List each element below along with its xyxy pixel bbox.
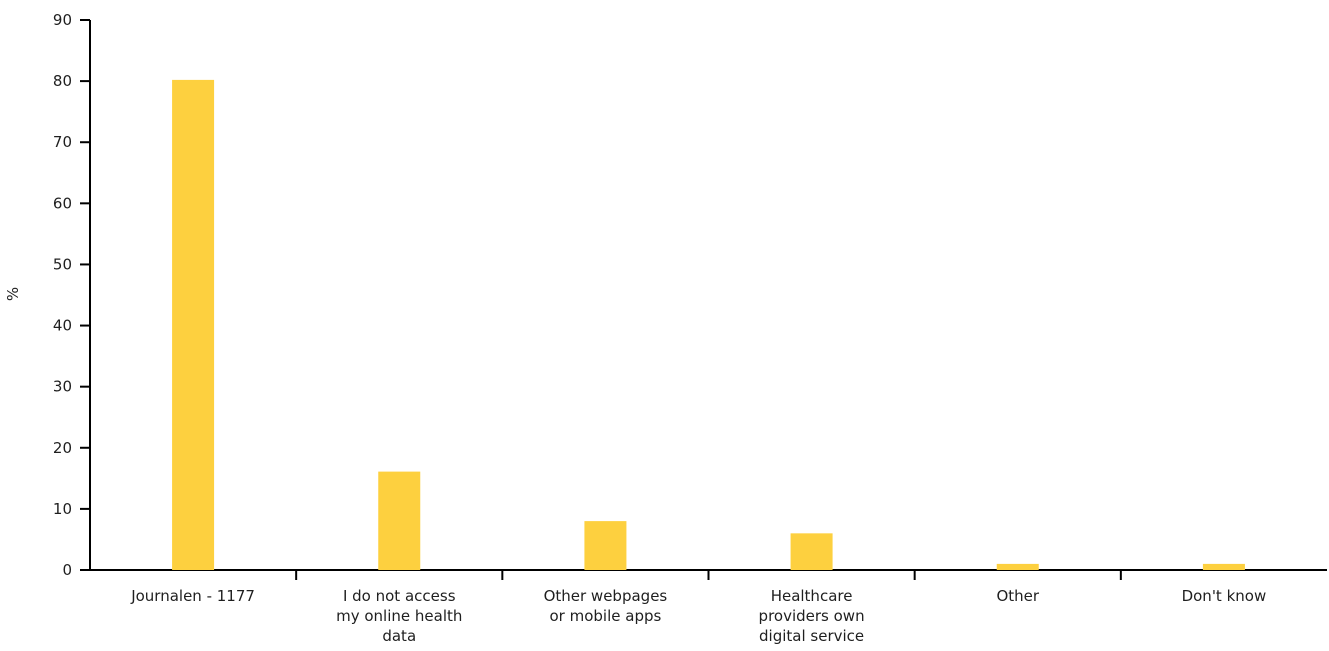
x-tick-label: I do not access my online health data [336,587,462,645]
x-tick-label-line: Other [996,587,1039,605]
y-tick-label: 70 [53,133,72,151]
x-tick-label: Healthcare providers own digital service [759,587,865,645]
bar [584,521,627,570]
bar [996,563,1039,570]
bar [378,471,421,570]
y-tick-label: 0 [62,561,72,579]
x-tick-label-line: data [382,627,416,645]
x-tick-label-line: or mobile apps [550,607,662,625]
x-tick-label-line: Other webpages [544,587,668,605]
x-tick-label-line: I do not access [343,587,456,605]
y-tick-label: 60 [53,194,72,212]
x-tick-label-line: my online health [336,607,462,625]
y-tick-label: 80 [53,72,72,90]
bar [1202,563,1245,570]
x-tick-label-line: digital service [759,627,864,645]
x-tick-label: Journalen - 1177 [130,587,255,605]
bar [172,79,215,570]
y-tick-label: 30 [53,378,72,396]
y-axis-label: % [4,287,22,301]
y-tick-label: 40 [53,317,72,335]
y-axis: 0 10 20 30 40 50 60 70 80 90 [53,11,91,579]
y-tick-label: 90 [53,11,72,29]
x-tick-label: Other [996,587,1039,605]
x-tick-label-line: Don't know [1182,587,1267,605]
x-tick-label: Don't know [1182,587,1267,605]
bar [790,533,833,570]
x-tick-label-line: Journalen - 1177 [130,587,255,605]
x-tick-label-line: Healthcare [771,587,853,605]
x-axis: Journalen - 1177 I do not access my online… [90,569,1327,645]
x-tick-label: Other webpages or mobile apps [544,587,668,625]
y-tick-label: 50 [53,255,72,273]
bars [172,79,1245,570]
y-tick-label: 10 [53,500,72,518]
y-tick-label: 20 [53,439,72,457]
x-tick-label-line: providers own [759,607,865,625]
